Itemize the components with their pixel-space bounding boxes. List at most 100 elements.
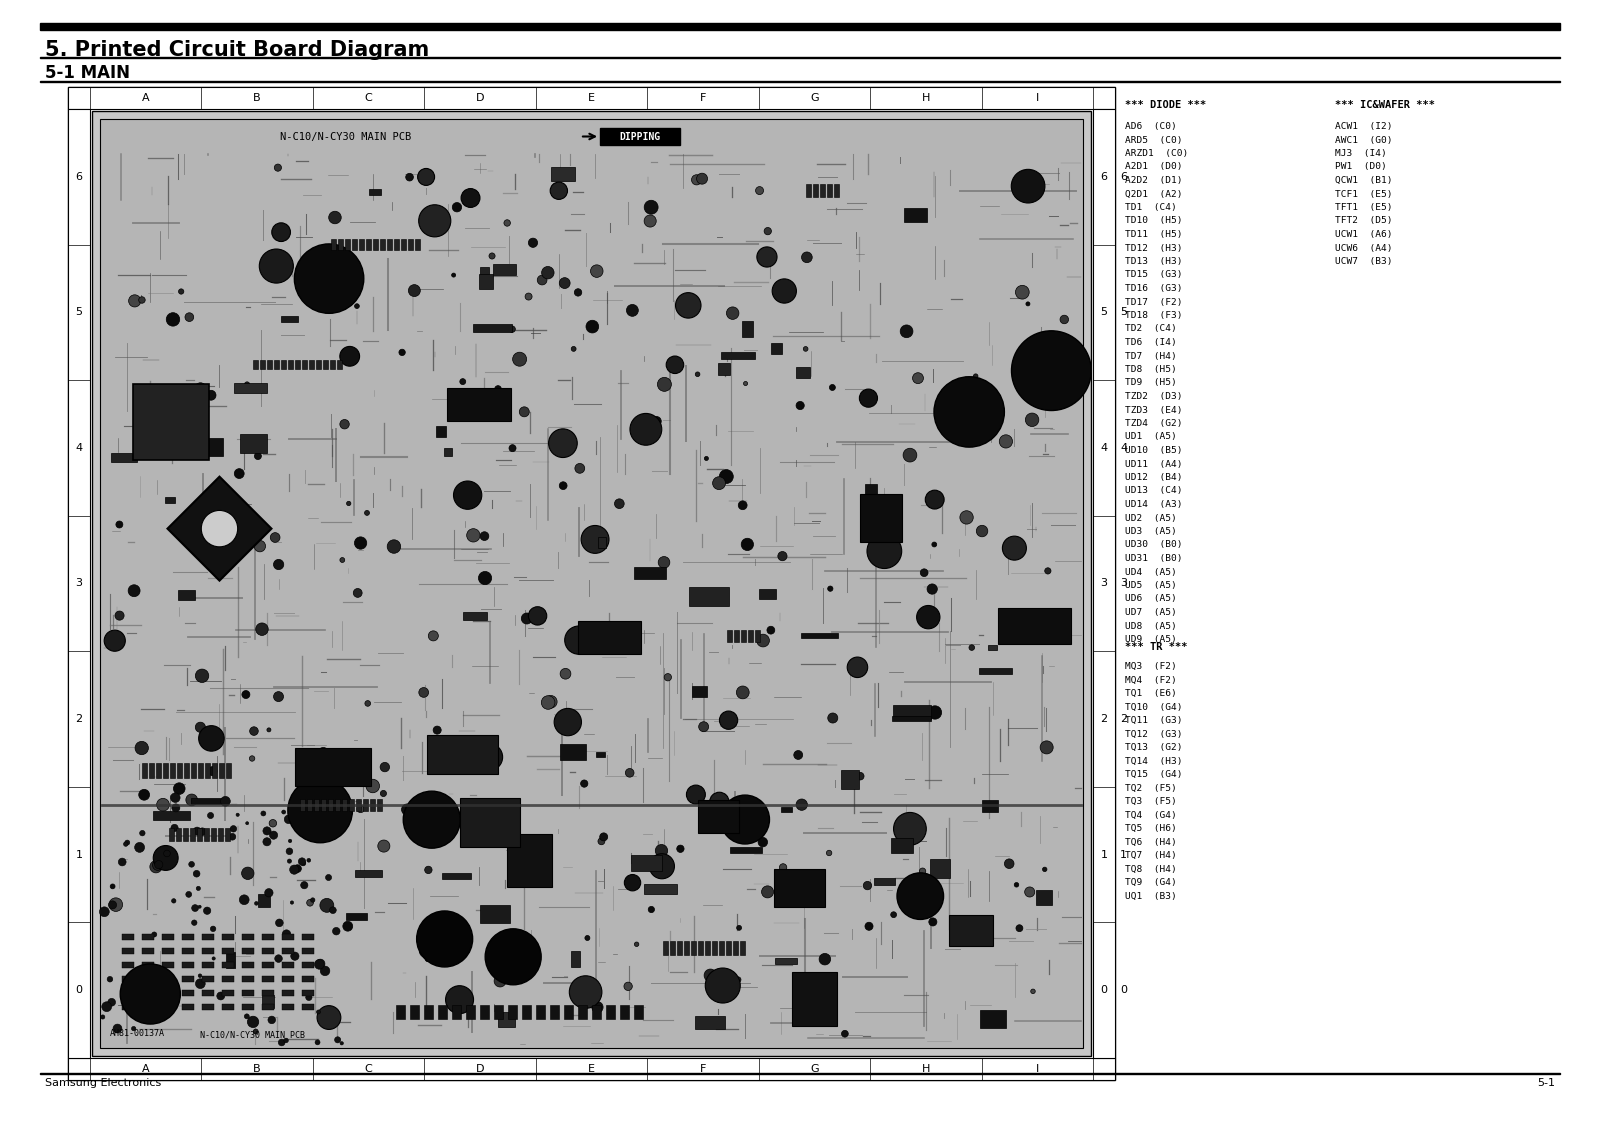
Circle shape <box>901 325 914 337</box>
Bar <box>800 633 838 638</box>
Bar <box>202 1004 213 1011</box>
Bar <box>634 1005 643 1019</box>
Circle shape <box>960 511 973 524</box>
Text: ACW1  (I2): ACW1 (I2) <box>1334 122 1392 131</box>
Text: H: H <box>922 1064 930 1074</box>
Circle shape <box>341 1041 344 1045</box>
Bar <box>165 497 176 504</box>
Text: E: E <box>589 93 595 103</box>
Bar <box>1035 890 1053 906</box>
Circle shape <box>720 470 733 483</box>
Text: 4: 4 <box>1101 443 1107 453</box>
Circle shape <box>237 813 240 816</box>
Circle shape <box>157 798 170 811</box>
Circle shape <box>347 501 350 506</box>
Circle shape <box>651 417 661 426</box>
Circle shape <box>464 946 469 952</box>
Bar <box>162 1004 173 1011</box>
Circle shape <box>1061 315 1069 324</box>
Circle shape <box>166 312 179 326</box>
Bar <box>218 829 224 841</box>
Circle shape <box>378 840 390 852</box>
Circle shape <box>706 968 741 1003</box>
Circle shape <box>202 511 238 547</box>
Bar <box>181 962 194 968</box>
Bar <box>301 798 306 812</box>
Bar <box>379 239 384 250</box>
Circle shape <box>736 925 741 931</box>
Circle shape <box>931 542 936 547</box>
Bar <box>522 1005 531 1019</box>
Circle shape <box>118 858 126 866</box>
Circle shape <box>270 533 280 542</box>
Bar <box>309 360 314 369</box>
Circle shape <box>416 911 472 967</box>
Text: Q2D1  (A2): Q2D1 (A2) <box>1125 189 1182 198</box>
Circle shape <box>686 786 706 804</box>
Text: UD12  (B4): UD12 (B4) <box>1125 473 1182 482</box>
Circle shape <box>294 865 301 873</box>
Text: TD9  (H5): TD9 (H5) <box>1125 378 1176 387</box>
Text: *** DIODE ***: *** DIODE *** <box>1125 100 1206 110</box>
Circle shape <box>736 686 749 698</box>
Bar <box>699 800 739 833</box>
Bar <box>141 763 147 778</box>
Circle shape <box>194 827 202 835</box>
Circle shape <box>365 511 370 515</box>
Bar <box>301 934 314 941</box>
Bar <box>234 383 267 393</box>
Bar <box>181 990 194 996</box>
Text: C: C <box>365 1064 373 1074</box>
Bar <box>331 239 336 250</box>
Bar <box>400 239 406 250</box>
Circle shape <box>1016 285 1029 299</box>
Bar <box>93 111 1091 1056</box>
Circle shape <box>250 756 254 761</box>
Text: TQ6  (H4): TQ6 (H4) <box>1125 838 1176 847</box>
Circle shape <box>893 813 926 846</box>
Text: UD2  (A5): UD2 (A5) <box>1125 514 1176 523</box>
Circle shape <box>976 525 987 537</box>
Circle shape <box>917 606 939 628</box>
Circle shape <box>304 804 312 812</box>
Circle shape <box>250 727 258 736</box>
Circle shape <box>248 1017 259 1028</box>
Bar <box>122 949 133 954</box>
Circle shape <box>242 867 254 880</box>
Circle shape <box>758 838 768 847</box>
Circle shape <box>101 1015 106 1019</box>
Bar <box>282 934 293 941</box>
Circle shape <box>339 558 344 563</box>
Bar <box>606 1005 614 1019</box>
Circle shape <box>648 907 654 912</box>
Circle shape <box>186 312 194 321</box>
Circle shape <box>139 297 146 303</box>
Bar <box>981 1011 1006 1028</box>
Circle shape <box>342 921 352 932</box>
Bar <box>394 239 398 250</box>
Circle shape <box>333 927 341 935</box>
Circle shape <box>419 205 451 237</box>
Text: TQ15  (G4): TQ15 (G4) <box>1125 770 1182 779</box>
Bar <box>190 798 221 804</box>
Text: UCW1  (A6): UCW1 (A6) <box>1334 230 1392 239</box>
Circle shape <box>658 377 672 392</box>
Circle shape <box>586 935 590 941</box>
Circle shape <box>509 326 515 333</box>
Circle shape <box>570 976 602 1009</box>
Circle shape <box>794 751 803 760</box>
Circle shape <box>104 631 125 651</box>
Circle shape <box>520 406 530 417</box>
Circle shape <box>541 696 555 710</box>
Text: D: D <box>475 93 485 103</box>
Bar <box>670 941 675 954</box>
Circle shape <box>402 804 413 815</box>
Bar <box>363 798 368 812</box>
Circle shape <box>861 531 866 535</box>
Circle shape <box>552 183 563 194</box>
Bar <box>981 800 997 812</box>
Bar <box>163 763 168 778</box>
Circle shape <box>290 865 299 874</box>
Circle shape <box>920 569 928 576</box>
Circle shape <box>282 811 286 814</box>
